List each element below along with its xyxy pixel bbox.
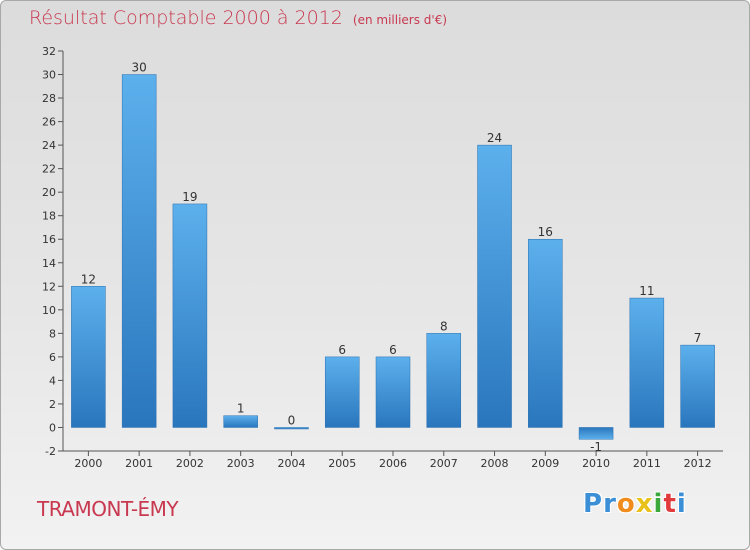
logo-letter: r: [603, 489, 617, 519]
bar-2011: [629, 297, 665, 428]
bar-2003: [223, 415, 258, 428]
x-tick-label: 2003: [227, 457, 255, 470]
x-tick-label: 2005: [328, 457, 356, 470]
chart-unit-label: (en milliers d'€): [352, 13, 448, 27]
logo-letter: P: [583, 489, 604, 519]
logo-letter: o: [616, 489, 636, 519]
bar-2009: [528, 238, 563, 428]
x-tick-label: 2006: [379, 457, 407, 470]
value-label-2008: 24: [487, 131, 502, 145]
y-tick-label: 24: [42, 139, 56, 152]
value-label-2006: 6: [389, 343, 397, 357]
y-tick-label: 2: [49, 398, 56, 411]
value-label-2011: 11: [639, 284, 654, 298]
x-tick-label: 2010: [582, 457, 610, 470]
y-tick-label: 18: [42, 210, 56, 223]
y-tick-label: 30: [42, 69, 56, 82]
x-tick-label: 2011: [633, 457, 661, 470]
y-tick-label: 12: [42, 280, 56, 293]
y-tick-label: 6: [49, 351, 56, 364]
x-tick-label: 2001: [125, 457, 153, 470]
y-tick-label: 22: [42, 163, 56, 176]
value-label-2002: 19: [182, 190, 197, 204]
chart-value-labels: 12 30 19 1 0 6 6 8 24 16 -1 11 7: [81, 61, 702, 455]
value-label-2009: 16: [538, 225, 553, 239]
chart-title: Résultat Comptable 2000 à 2012 (en millie…: [29, 7, 447, 29]
bar-2010: [578, 427, 614, 440]
chart-title-text: Résultat Comptable 2000 à 2012: [29, 7, 343, 29]
bar-2007: [426, 333, 462, 428]
bar-2006: [375, 356, 411, 428]
y-tick-label: 8: [49, 327, 56, 340]
x-tick-label: 2009: [531, 457, 559, 470]
x-tick-label: 2008: [481, 457, 509, 470]
y-tick-label: 26: [42, 116, 56, 129]
value-label-2001: 30: [132, 61, 147, 75]
y-tick-label: 0: [49, 421, 56, 434]
logo-letter: i: [676, 489, 687, 519]
value-label-2007: 8: [440, 319, 448, 333]
y-tick-label: 20: [42, 186, 56, 199]
logo-letter: t: [663, 489, 677, 519]
value-label-2004: 0: [288, 413, 296, 427]
bar-2001: [121, 74, 157, 428]
logo-letter: i: [653, 489, 664, 519]
place-name: TRAMONT-ÉMY: [37, 497, 179, 521]
y-tick-label: 16: [42, 233, 56, 246]
bar-2000: [71, 286, 106, 428]
y-tick-label: 10: [42, 304, 56, 317]
bar-2012: [680, 344, 715, 428]
x-tick-label: 2007: [430, 457, 458, 470]
y-tick-label: 32: [42, 45, 56, 58]
y-tick-label: 4: [49, 374, 56, 387]
proxiti-logo: Proxiti: [583, 489, 687, 519]
x-tick-label: 2012: [684, 457, 712, 470]
x-tick-label: 2000: [74, 457, 102, 470]
bar-2008: [477, 144, 512, 428]
y-tick-label: 14: [42, 257, 56, 270]
value-label-2000: 12: [81, 272, 96, 286]
value-label-2003: 1: [237, 402, 245, 416]
x-tick-label: 2002: [176, 457, 204, 470]
value-label-2010: -1: [590, 440, 602, 454]
value-label-2012: 7: [694, 331, 702, 345]
chart-bars: [71, 74, 715, 440]
bar-2004: [274, 427, 309, 430]
bar-2002: [172, 203, 208, 428]
y-tick-label: -2: [45, 445, 56, 458]
logo-letter: x: [635, 489, 654, 519]
x-tick-label: 2004: [277, 457, 305, 470]
value-label-2005: 6: [338, 343, 346, 357]
y-tick-label: 28: [42, 92, 56, 105]
bar-2005: [324, 356, 360, 428]
